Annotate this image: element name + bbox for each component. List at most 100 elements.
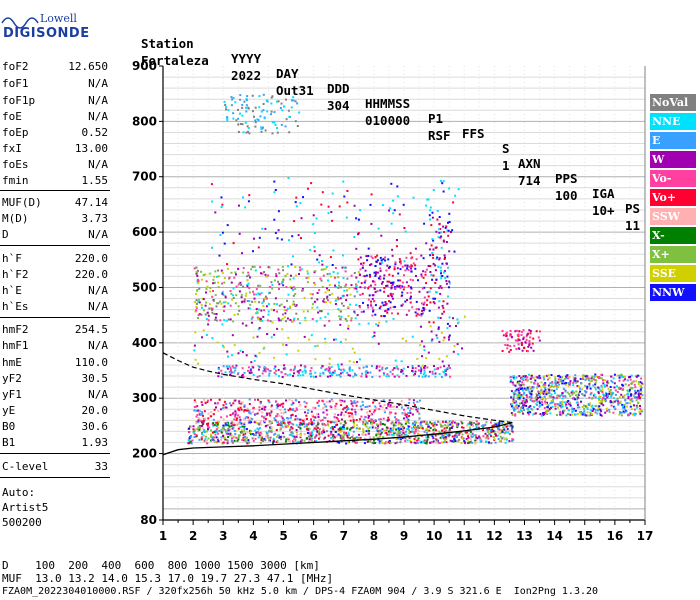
echo-point	[368, 415, 370, 418]
echo-point	[390, 222, 393, 225]
echo-point	[324, 436, 327, 439]
echo-point	[242, 375, 245, 378]
echo-point	[628, 388, 631, 391]
echo-point	[600, 384, 603, 387]
echo-point	[501, 422, 504, 424]
echo-point	[425, 423, 428, 426]
echo-point	[379, 405, 382, 408]
echo-point	[280, 421, 282, 424]
echo-point	[350, 408, 353, 411]
echo-point	[379, 430, 382, 433]
echo-point	[387, 258, 390, 261]
echo-point	[274, 297, 277, 300]
echo-point	[266, 110, 269, 113]
echo-point	[253, 359, 256, 362]
echo-point	[580, 382, 583, 385]
echo-point	[551, 380, 554, 383]
echo-point	[347, 374, 350, 377]
echo-point	[235, 423, 238, 426]
echo-point	[610, 391, 613, 394]
legend-item: NoVal	[650, 94, 696, 111]
echo-point	[564, 390, 567, 393]
echo-point	[630, 408, 633, 411]
echo-point	[464, 441, 467, 444]
echo-point	[427, 436, 430, 439]
echo-point	[362, 420, 365, 423]
echo-point	[453, 250, 456, 253]
echo-point	[338, 284, 341, 287]
echo-point	[385, 432, 388, 434]
echo-point	[438, 300, 441, 303]
echo-point	[426, 291, 429, 294]
echo-point	[320, 268, 323, 271]
echo-point	[378, 418, 381, 421]
echo-point	[369, 436, 371, 439]
echo-point	[226, 350, 229, 353]
echo-point	[230, 424, 233, 427]
echo-point	[383, 404, 386, 406]
echo-point	[337, 276, 340, 279]
echo-point	[521, 394, 524, 397]
echo-point	[238, 400, 241, 403]
echo-point	[229, 304, 232, 307]
echo-point	[272, 440, 275, 443]
echo-point	[602, 397, 604, 400]
echo-point	[594, 386, 597, 389]
echo-point	[339, 372, 342, 375]
echo-point	[293, 367, 296, 370]
echo-point	[225, 319, 228, 322]
echo-point	[298, 322, 301, 325]
echo-point	[408, 265, 411, 268]
echo-point	[273, 309, 275, 312]
echo-point	[352, 420, 355, 423]
echo-point	[404, 269, 407, 272]
echo-point	[364, 420, 367, 423]
echo-point	[535, 330, 538, 333]
echo-point	[244, 121, 247, 124]
echo-point	[246, 279, 249, 282]
echo-point	[355, 217, 358, 220]
echo-point	[245, 104, 248, 107]
echo-point	[268, 291, 271, 294]
echo-point	[394, 261, 397, 264]
param-row: h`E N/A	[2, 284, 108, 297]
echo-point	[566, 407, 569, 410]
echo-point	[308, 438, 311, 441]
echo-point	[216, 402, 219, 405]
echo-point	[446, 322, 449, 325]
echo-point	[409, 409, 412, 412]
echo-point	[217, 426, 220, 429]
echo-point	[514, 339, 517, 342]
echo-point	[205, 334, 208, 336]
echo-point	[321, 419, 324, 422]
echo-point	[191, 439, 194, 442]
echo-point	[403, 260, 406, 263]
echo-point	[220, 206, 223, 208]
echo-point	[258, 293, 261, 296]
echo-point	[393, 209, 396, 212]
echo-point	[443, 231, 446, 233]
echo-point	[443, 371, 446, 374]
echo-point	[637, 397, 640, 400]
echo-point	[410, 265, 413, 268]
param-row: h`F2 220.0	[2, 268, 108, 281]
separator	[0, 245, 110, 246]
echo-point	[511, 438, 514, 441]
hdr-label: DDD	[327, 81, 350, 96]
echo-point	[525, 338, 528, 341]
echo-point	[301, 423, 304, 426]
legend-item: NNE	[650, 113, 696, 130]
echo-point	[264, 419, 267, 422]
echo-point	[217, 432, 220, 435]
echo-point	[442, 271, 445, 274]
echo-point	[521, 387, 524, 390]
echo-point	[601, 388, 604, 391]
param-row: fxI 13.00	[2, 142, 108, 155]
echo-point	[637, 381, 640, 384]
echo-point	[576, 385, 579, 387]
echo-point	[318, 428, 321, 431]
echo-point	[246, 300, 249, 302]
echo-point	[390, 422, 393, 425]
echo-point	[362, 429, 365, 431]
echo-point	[566, 401, 569, 404]
